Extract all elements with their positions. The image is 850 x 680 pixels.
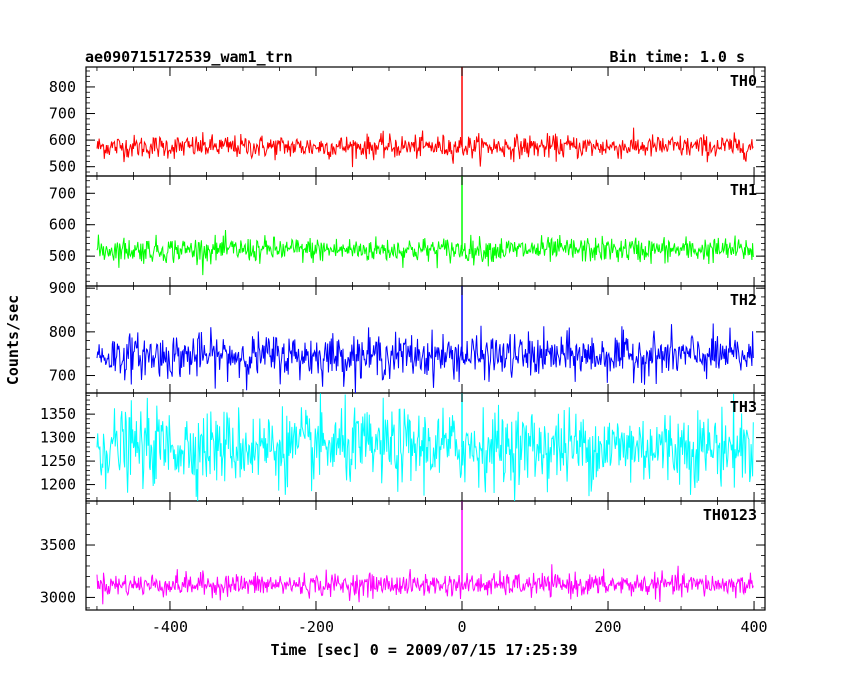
x-tick-label: 0 <box>457 618 466 636</box>
panel-label-th3: TH3 <box>730 398 757 416</box>
panel-frame-th0123 <box>85 500 766 611</box>
x-tick-label: -400 <box>152 618 188 636</box>
y-tick-label: 600 <box>49 216 76 234</box>
y-tick-label: 700 <box>49 367 76 385</box>
x-axis-label: Time [sec] 0 = 2009/07/15 17:25:39 <box>270 641 577 659</box>
panel-label-th2: TH2 <box>730 291 757 309</box>
series-line-th0 <box>96 127 754 168</box>
panel-frame-th1 <box>85 175 766 287</box>
y-tick-label: 700 <box>49 184 76 202</box>
y-tick-label: 1350 <box>40 405 76 423</box>
y-tick-label: 600 <box>49 131 76 149</box>
y-tick-label: 3500 <box>40 536 76 554</box>
panel-label-th0123: TH0123 <box>703 506 757 524</box>
y-tick-label: 800 <box>49 323 76 341</box>
series-line-th3 <box>96 393 754 502</box>
x-tick-label: 400 <box>741 618 768 636</box>
y-tick-label: 1200 <box>40 476 76 494</box>
series-line-th2 <box>96 323 754 394</box>
x-tick-label: -200 <box>298 618 334 636</box>
bin-time-label: Bin time: 1.0 s <box>610 48 745 66</box>
y-tick-label: 1250 <box>40 452 76 470</box>
y-tick-label: 800 <box>49 78 76 96</box>
y-tick-label: 1300 <box>40 429 76 447</box>
y-tick-label: 900 <box>49 279 76 297</box>
panel-frame-th0 <box>85 66 766 177</box>
panel-label-th0: TH0 <box>730 72 757 90</box>
x-tick-label: 200 <box>594 618 621 636</box>
y-tick-label: 700 <box>49 105 76 123</box>
y-axis-label: Counts/sec <box>4 295 22 385</box>
chart-title: ae090715172539_wam1_trn <box>85 48 293 66</box>
y-tick-label: 500 <box>49 247 76 265</box>
panel-frame-th2 <box>85 285 766 394</box>
series-line-th1 <box>96 229 754 276</box>
y-tick-label: 500 <box>49 158 76 176</box>
panel-label-th1: TH1 <box>730 181 757 199</box>
series-line-th0123 <box>96 564 754 605</box>
y-tick-label: 3000 <box>40 588 76 606</box>
